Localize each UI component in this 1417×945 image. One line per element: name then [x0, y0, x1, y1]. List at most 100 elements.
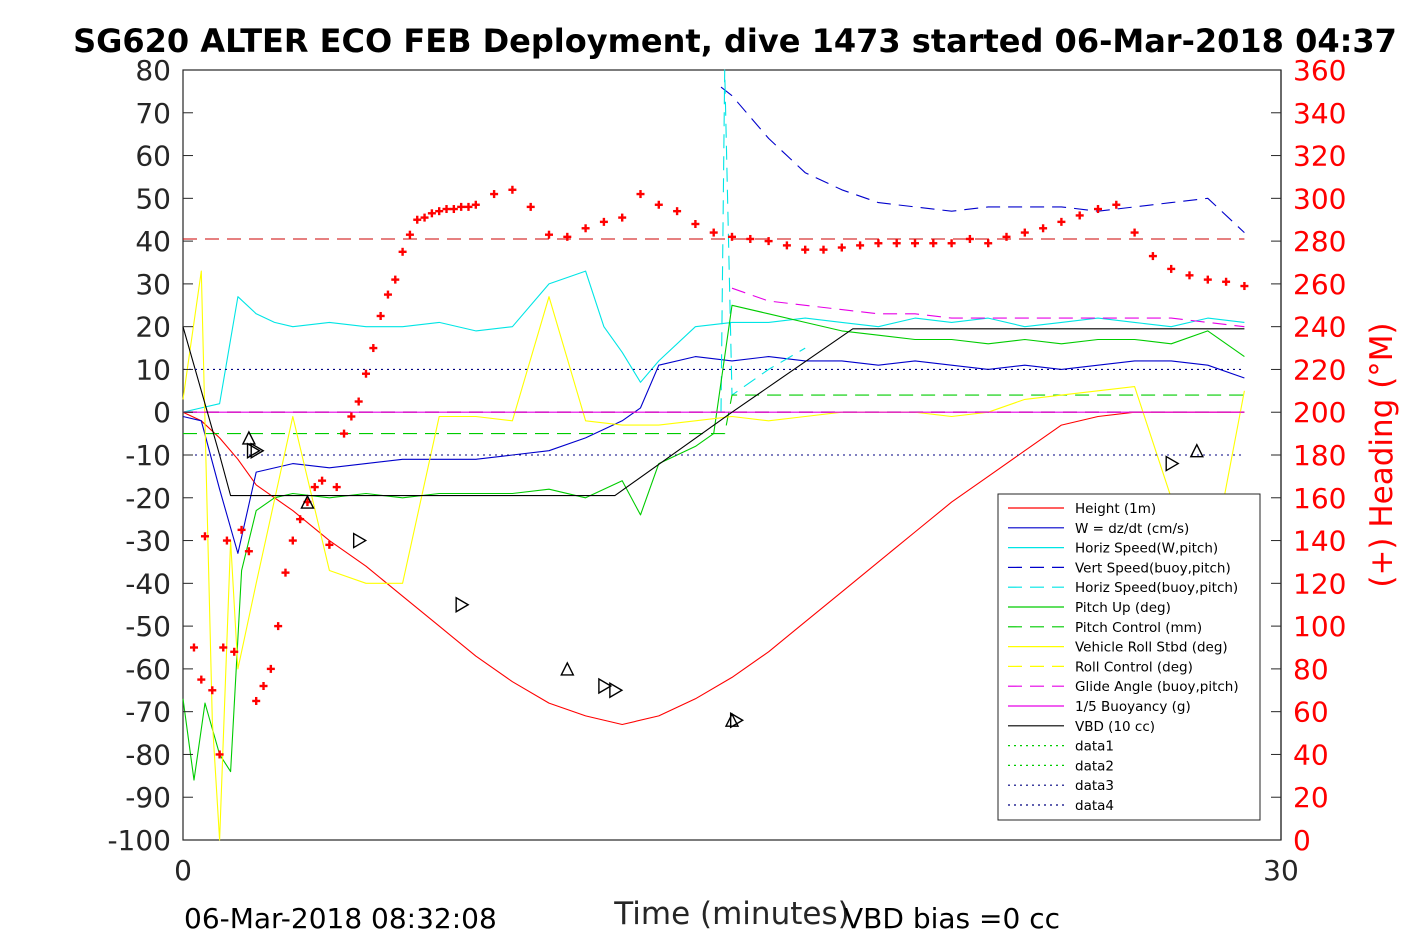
left-tick-label: 80: [135, 54, 171, 87]
heading-point: [1185, 271, 1194, 280]
left-tick-label: -100: [107, 824, 171, 857]
heading-point: [1222, 277, 1231, 286]
heading-point: [691, 220, 700, 228]
heading-point: [1002, 232, 1011, 241]
legend-label-10: 1/5 Buoyancy (g): [1075, 699, 1191, 715]
right-y-axis: 3603403203002802602402202001801601401201…: [1271, 54, 1346, 857]
heading-point: [1039, 224, 1048, 233]
heading-series: [189, 185, 1249, 759]
legend-label-5: Pitch Up (deg): [1075, 600, 1171, 616]
heading-point: [892, 239, 901, 248]
heading-point: [563, 232, 572, 241]
left-tick-label: -80: [125, 738, 171, 771]
right-tick-label: 200: [1293, 396, 1346, 429]
legend-label-4: Horiz Speed(buoy,pitch): [1075, 580, 1238, 596]
right-tick-label: 220: [1293, 353, 1346, 386]
heading-point: [259, 682, 268, 690]
series-line-1: [182, 356, 1245, 554]
heading-point: [274, 622, 283, 631]
heading-point: [782, 241, 791, 250]
right-tick-label: 260: [1293, 268, 1346, 301]
heading-point: [266, 664, 275, 673]
left-tick-label: -50: [125, 610, 171, 643]
triangle-marker: [1189, 443, 1204, 458]
series-line-3: [720, 86, 1245, 234]
legend-label-0: Height (1m): [1075, 501, 1156, 517]
heading-point: [545, 230, 553, 239]
heading-point: [200, 532, 209, 541]
heading-point: [222, 536, 231, 545]
right-tick-label: 120: [1293, 567, 1346, 600]
triangle-markers: [241, 430, 1204, 729]
heading-point: [801, 245, 810, 254]
heading-point: [746, 234, 755, 243]
heading-point: [464, 202, 473, 211]
right-tick-label: 280: [1293, 225, 1346, 258]
timestamp-footer: 06-Mar-2018 08:32:08: [184, 902, 497, 935]
right-tick-label: 40: [1293, 738, 1329, 771]
x-tick-label: 30: [1263, 854, 1299, 887]
heading-point: [244, 547, 253, 556]
heading-point: [296, 515, 305, 524]
heading-point: [281, 568, 290, 577]
heading-point: [189, 643, 198, 652]
heading-point: [526, 202, 535, 211]
heading-point: [929, 239, 938, 248]
triangle-marker: [1165, 455, 1180, 472]
series-layer: [182, 69, 1245, 841]
heading-point: [856, 241, 865, 250]
heading-point: [413, 215, 422, 224]
heading-point: [1240, 282, 1249, 291]
legend-label-6: Pitch Control (mm): [1075, 620, 1202, 636]
heading-point: [332, 483, 341, 492]
heading-point: [398, 247, 407, 256]
triangle-marker: [300, 494, 315, 509]
right-tick-label: 240: [1293, 311, 1346, 344]
heading-point: [325, 540, 334, 549]
heading-point: [347, 412, 356, 421]
left-tick-label: -60: [125, 653, 171, 686]
heading-point: [288, 536, 297, 545]
series-line-7: [182, 270, 1245, 841]
heading-point: [728, 232, 736, 241]
left-tick-label: 30: [135, 268, 171, 301]
heading-point: [427, 209, 436, 218]
heading-point: [1167, 264, 1176, 273]
heading-point: [673, 207, 682, 216]
triangle-marker: [560, 661, 575, 676]
heading-point: [471, 200, 480, 209]
heading-point: [911, 239, 919, 248]
heading-point: [1112, 200, 1121, 209]
legend-box: [997, 493, 1261, 821]
heading-point: [310, 483, 319, 492]
heading-point: [230, 647, 239, 656]
right-tick-label: 340: [1293, 97, 1346, 130]
heading-point: [237, 525, 246, 534]
heading-point: [490, 190, 499, 199]
x-axis-label: Time (minutes): [613, 896, 849, 932]
heading-point: [442, 205, 451, 214]
left-tick-label: -10: [125, 439, 171, 472]
heading-point: [984, 239, 993, 248]
left-tick-label: -40: [125, 567, 171, 600]
heading-point: [508, 185, 517, 194]
left-y-axis: 80 70 60 50 40 30 20 10 0 -10 -20 -30 -40 -50 -60 -70 -8…: [107, 54, 193, 857]
heading-point: [383, 290, 392, 299]
left-tick-label: 50: [135, 182, 171, 215]
heading-point: [215, 750, 224, 759]
series-line-11: [182, 326, 1245, 497]
series-line-2: [182, 270, 1245, 413]
right-tick-label: 20: [1293, 781, 1329, 814]
right-tick-label: 180: [1293, 439, 1346, 472]
series-line-0: [182, 411, 1245, 726]
heading-point: [764, 237, 773, 246]
series-line-9: [731, 287, 1245, 328]
legend-label-9: Glide Angle (buoy,pitch): [1075, 679, 1239, 695]
right-tick-label: 0: [1293, 824, 1311, 857]
right-y-axis-label: (+) Heading (°M): [1364, 322, 1400, 587]
legend: Height (1m) W = dz/dt (cm/s) Horiz Speed(W…: [997, 493, 1261, 821]
heading-point: [435, 207, 444, 216]
right-tick-label: 80: [1293, 653, 1329, 686]
heading-point: [420, 213, 429, 222]
